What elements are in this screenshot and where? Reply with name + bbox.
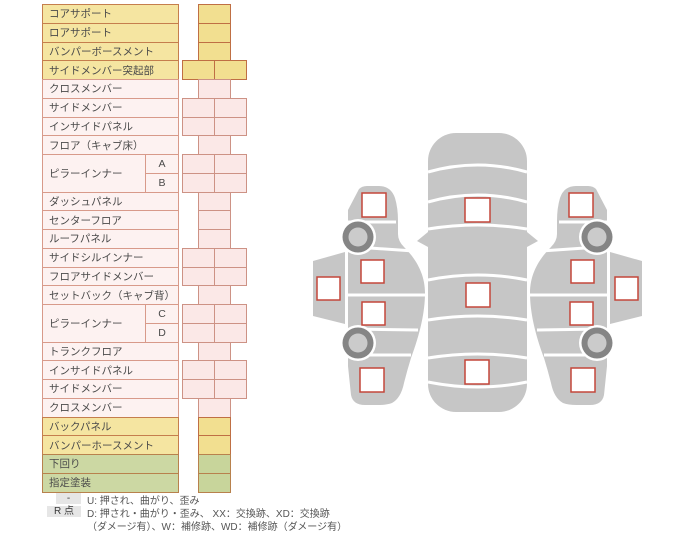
part-label: フロアサイドメンバー — [42, 266, 179, 287]
damage-cell[interactable] — [198, 285, 231, 305]
damage-cell[interactable] — [198, 4, 231, 24]
part-label: サイドメンバー突起部 — [42, 60, 179, 80]
part-label: サイドシルインナー — [42, 247, 179, 268]
damage-cell[interactable] — [198, 454, 231, 474]
damage-cell[interactable] — [182, 116, 215, 137]
checkpoint-top-rear[interactable] — [464, 359, 490, 385]
part-label: クロスメンバー — [42, 397, 179, 418]
checkpoint-left-1[interactable] — [361, 192, 387, 218]
part-label: セットバック（キャブ背） — [42, 285, 179, 305]
damage-cell[interactable] — [198, 416, 231, 437]
part-label: バンパーホースメント — [42, 435, 179, 455]
checkpoint-top-center[interactable] — [465, 282, 491, 308]
part-label: ロアサポート — [42, 22, 179, 43]
damage-cell[interactable] — [182, 97, 215, 118]
part-label: 下回り — [42, 454, 179, 474]
checkpoint-right-1[interactable] — [568, 192, 594, 218]
damage-cell[interactable] — [198, 435, 231, 455]
legend-text: （ダメージ有）、W：補修跡、WD：補修跡（ダメージ有） — [87, 522, 348, 533]
checkpoint-left-2[interactable] — [360, 259, 385, 284]
part-label: トランクフロア — [42, 341, 179, 362]
part-label: バンパーボースメント — [42, 41, 179, 62]
damage-cell[interactable] — [198, 472, 231, 493]
part-label: コアサポート — [42, 4, 179, 24]
part-label: ピラーインナー — [42, 304, 146, 343]
damage-cell[interactable] — [214, 304, 247, 324]
part-sub-label: A — [145, 154, 179, 174]
vehicle-diagram — [311, 133, 644, 412]
damage-cell[interactable] — [182, 360, 215, 380]
damage-cell[interactable] — [214, 360, 247, 380]
legend-text: D: 押され・曲がり・歪み、 XX：交換跡、XD：交換跡 — [87, 509, 330, 520]
damage-cell[interactable] — [214, 154, 247, 174]
part-label: バックパネル — [42, 416, 179, 437]
damage-cell[interactable] — [198, 79, 231, 99]
part-sub-label: C — [145, 304, 179, 324]
part-label: ルーフパネル — [42, 229, 179, 249]
top-view — [417, 133, 538, 412]
damage-cell[interactable] — [182, 172, 215, 193]
top-section-lines — [427, 163, 528, 389]
part-sub-label: D — [145, 322, 179, 343]
damage-cell[interactable] — [198, 22, 231, 43]
damage-cell[interactable] — [214, 172, 247, 193]
damage-cell[interactable] — [214, 379, 247, 399]
part-label: ダッシュパネル — [42, 191, 179, 212]
damage-cell[interactable] — [182, 304, 215, 324]
damage-cell[interactable] — [198, 397, 231, 418]
damage-cell[interactable] — [182, 60, 215, 80]
checkpoint-right-3[interactable] — [569, 301, 594, 326]
damage-cell[interactable] — [182, 154, 215, 174]
damage-cell[interactable] — [214, 322, 247, 343]
top-car-body — [428, 133, 527, 412]
damage-cell[interactable] — [198, 229, 231, 249]
damage-cell[interactable] — [198, 210, 231, 230]
parts-table: コアサポート ロアサポート バンパーボースメント サイドメンバー突起部 クロスメンバーサ… — [42, 4, 252, 496]
checkpoint-right-2[interactable] — [570, 259, 595, 284]
damage-cell[interactable] — [198, 191, 231, 212]
part-label: 指定塗装 — [42, 472, 179, 493]
part-label: インサイドパネル — [42, 116, 179, 137]
damage-cell[interactable] — [198, 135, 231, 155]
damage-cell[interactable] — [214, 247, 247, 268]
damage-cell[interactable] — [198, 41, 231, 62]
damage-cell[interactable] — [182, 379, 215, 399]
checkpoint-left-3[interactable] — [361, 301, 386, 326]
part-label: センターフロア — [42, 210, 179, 230]
damage-cell[interactable] — [214, 116, 247, 137]
damage-cell[interactable] — [198, 341, 231, 362]
checkpoint-right-4[interactable] — [570, 367, 596, 393]
checkpoint-top-front[interactable] — [464, 197, 491, 223]
damage-cell[interactable] — [182, 247, 215, 268]
part-label: サイドメンバー — [42, 379, 179, 399]
checkpoint-right-sill[interactable] — [614, 276, 639, 301]
part-sub-label: B — [145, 172, 179, 193]
legend-badge: R 点 — [47, 506, 81, 517]
left-mirror-stub — [417, 232, 428, 247]
checkpoint-left-4[interactable] — [359, 367, 385, 393]
part-label: ピラーインナー — [42, 154, 146, 193]
part-label: インサイドパネル — [42, 360, 179, 380]
damage-cell[interactable] — [214, 60, 247, 80]
part-label: サイドメンバー — [42, 97, 179, 118]
part-label: クロスメンバー — [42, 79, 179, 99]
damage-cell[interactable] — [182, 266, 215, 287]
damage-cell[interactable] — [182, 322, 215, 343]
damage-cell[interactable] — [214, 97, 247, 118]
part-label: フロア（キャブ床） — [42, 135, 179, 155]
checkpoint-left-sill[interactable] — [316, 276, 341, 301]
right-mirror-stub — [527, 232, 538, 247]
damage-cell[interactable] — [214, 266, 247, 287]
